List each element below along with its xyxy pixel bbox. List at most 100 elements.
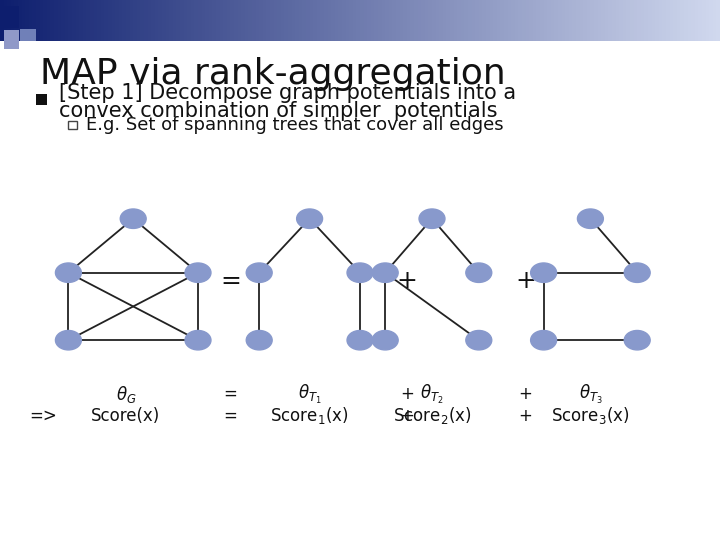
Bar bbox=[457, 0, 461, 40]
Bar bbox=[547, 0, 551, 40]
Bar bbox=[670, 0, 673, 40]
Bar bbox=[666, 0, 670, 40]
Text: convex combination of simpler  potentials: convex combination of simpler potentials bbox=[59, 100, 498, 121]
Circle shape bbox=[624, 330, 650, 350]
Bar bbox=[133, 0, 137, 40]
Bar bbox=[40, 0, 43, 40]
Circle shape bbox=[55, 330, 81, 350]
Bar bbox=[518, 0, 522, 40]
Bar bbox=[659, 0, 662, 40]
Bar bbox=[425, 0, 428, 40]
Text: =>: => bbox=[29, 407, 57, 425]
Bar bbox=[500, 0, 504, 40]
Bar bbox=[248, 0, 252, 40]
Bar bbox=[209, 0, 212, 40]
Bar bbox=[7, 0, 11, 40]
Bar bbox=[342, 0, 346, 40]
Bar bbox=[619, 0, 623, 40]
Circle shape bbox=[185, 263, 211, 282]
Bar bbox=[364, 0, 367, 40]
Bar bbox=[122, 0, 126, 40]
Bar bbox=[274, 0, 277, 40]
Bar bbox=[104, 0, 108, 40]
Bar bbox=[371, 0, 374, 40]
Bar bbox=[432, 0, 436, 40]
Bar bbox=[166, 0, 169, 40]
Bar bbox=[256, 0, 259, 40]
Bar bbox=[14, 0, 18, 40]
Bar bbox=[580, 0, 583, 40]
Bar bbox=[716, 0, 720, 40]
Bar bbox=[713, 0, 716, 40]
Circle shape bbox=[372, 263, 398, 282]
Bar bbox=[155, 0, 158, 40]
Bar bbox=[151, 0, 155, 40]
Bar bbox=[443, 0, 446, 40]
Bar bbox=[25, 0, 29, 40]
Bar bbox=[475, 0, 479, 40]
Bar bbox=[47, 0, 50, 40]
Bar bbox=[688, 0, 691, 40]
Text: $\theta_{T_3}$: $\theta_{T_3}$ bbox=[578, 383, 603, 406]
Bar bbox=[331, 0, 335, 40]
Bar bbox=[374, 0, 378, 40]
Bar bbox=[392, 0, 396, 40]
Bar bbox=[590, 0, 594, 40]
Bar bbox=[22, 0, 25, 40]
Bar bbox=[576, 0, 580, 40]
Bar bbox=[544, 0, 547, 40]
Bar bbox=[626, 0, 630, 40]
Bar bbox=[281, 0, 284, 40]
Bar bbox=[439, 0, 443, 40]
Bar bbox=[454, 0, 457, 40]
Bar bbox=[353, 0, 356, 40]
Bar bbox=[36, 94, 47, 105]
Bar bbox=[68, 0, 72, 40]
Bar bbox=[605, 0, 608, 40]
Bar bbox=[338, 0, 342, 40]
Bar bbox=[223, 0, 227, 40]
Bar bbox=[385, 0, 389, 40]
Circle shape bbox=[531, 263, 557, 282]
Bar bbox=[630, 0, 634, 40]
Bar bbox=[162, 0, 166, 40]
Bar bbox=[184, 0, 187, 40]
Bar bbox=[58, 0, 61, 40]
Bar bbox=[389, 0, 392, 40]
Bar bbox=[230, 0, 234, 40]
Text: +: + bbox=[516, 269, 536, 293]
Bar bbox=[320, 0, 324, 40]
Circle shape bbox=[466, 330, 492, 350]
Bar bbox=[360, 0, 364, 40]
Bar bbox=[18, 0, 22, 40]
Bar bbox=[302, 0, 306, 40]
Bar bbox=[583, 0, 587, 40]
Bar bbox=[562, 0, 565, 40]
Bar bbox=[108, 0, 112, 40]
Bar bbox=[266, 0, 270, 40]
Bar bbox=[421, 0, 425, 40]
Bar bbox=[259, 0, 263, 40]
Circle shape bbox=[372, 330, 398, 350]
Bar bbox=[558, 0, 562, 40]
Text: Score$_3$(x): Score$_3$(x) bbox=[552, 406, 629, 426]
Bar bbox=[410, 0, 414, 40]
Bar bbox=[450, 0, 454, 40]
Bar bbox=[508, 0, 511, 40]
Bar bbox=[504, 0, 508, 40]
Bar bbox=[234, 0, 238, 40]
Bar bbox=[479, 0, 482, 40]
Bar bbox=[662, 0, 666, 40]
Text: Score(x): Score(x) bbox=[91, 407, 161, 425]
Circle shape bbox=[246, 330, 272, 350]
Bar bbox=[20, 29, 36, 40]
Text: Score$_2$(x): Score$_2$(x) bbox=[393, 406, 471, 426]
Bar bbox=[695, 0, 698, 40]
Bar bbox=[144, 0, 148, 40]
Circle shape bbox=[120, 209, 146, 228]
Bar bbox=[277, 0, 281, 40]
Bar bbox=[414, 0, 418, 40]
Circle shape bbox=[419, 209, 445, 228]
Bar bbox=[169, 0, 173, 40]
Bar bbox=[587, 0, 590, 40]
